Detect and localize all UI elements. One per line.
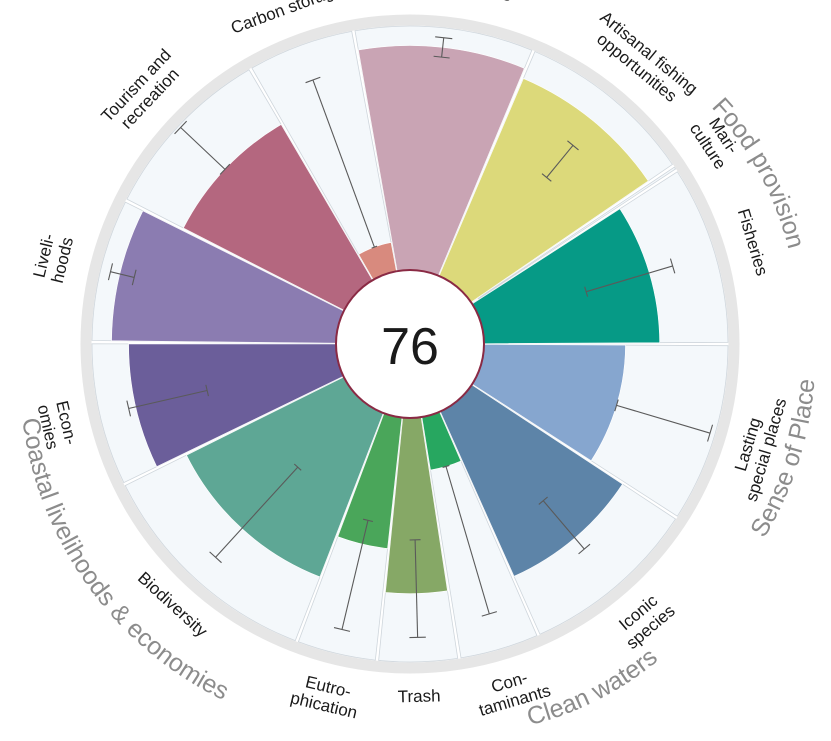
center-circle [335, 269, 485, 419]
error-bar-biodiversity [215, 466, 299, 558]
error-cap-carbon_storage [305, 76, 321, 84]
center-score: 76 [381, 318, 439, 376]
error-cap-natural_products [435, 36, 453, 40]
error-bar-natural_products [441, 37, 445, 58]
error-cap-iconic_species [578, 543, 591, 555]
label-line: Natural products [386, 0, 512, 5]
error-bar-trash [414, 539, 419, 638]
error-cap-livelihoods [107, 263, 114, 281]
error-cap-eutrophication [362, 518, 374, 523]
error-bar-tourism [180, 127, 226, 170]
error-cap-eutrophication [333, 627, 351, 632]
error-cap-contaminants [481, 611, 498, 617]
error-cap-economies [205, 384, 209, 397]
error-cap-livelihoods [131, 269, 137, 286]
error-bar-eutrophication [341, 520, 369, 630]
label-line: Trash [398, 686, 441, 706]
error-cap-natural_products [433, 55, 450, 59]
error-cap-iconic_species [538, 496, 548, 505]
error-cap-tourism [174, 120, 188, 135]
error-bar-fisheries [586, 265, 673, 293]
error-cap-fisheries [669, 258, 676, 274]
label-fisheries: Fisheries [734, 206, 772, 278]
label-natural_products: Natural products [386, 0, 512, 5]
error-bar-livelihoods [110, 271, 135, 278]
error-cap-artisanal_fishing [541, 173, 552, 182]
error-bar-artisanal_fishing [546, 144, 574, 178]
error-cap-artisanal_fishing [567, 140, 579, 151]
error-bar-lasting_places [616, 404, 711, 434]
label-line: Fisheries [734, 206, 772, 278]
error-cap-lasting_places [707, 424, 714, 442]
outer-ring [80, 14, 740, 674]
label-trash: Trash [398, 686, 441, 706]
error-cap-contaminants [442, 464, 450, 468]
error-bar-iconic_species [542, 500, 585, 550]
error-cap-carbon_storage [371, 245, 378, 249]
error-cap-lasting_places [614, 399, 619, 412]
petal-fills [111, 45, 660, 594]
error-cap-tourism [219, 163, 231, 175]
label-livelihoods: Liveli-hoods [29, 231, 77, 285]
error-bars [107, 36, 714, 639]
error-cap-biodiversity [293, 463, 302, 471]
error-bar-carbon_storage [312, 79, 375, 248]
error-bar-economies [128, 389, 208, 410]
error-cap-fisheries [584, 286, 589, 297]
error-cap-biodiversity [209, 551, 222, 564]
error-cap-economies [126, 400, 132, 417]
label-eutrophication: Eutro-phication [289, 670, 364, 723]
error-bar-contaminants [445, 466, 490, 615]
